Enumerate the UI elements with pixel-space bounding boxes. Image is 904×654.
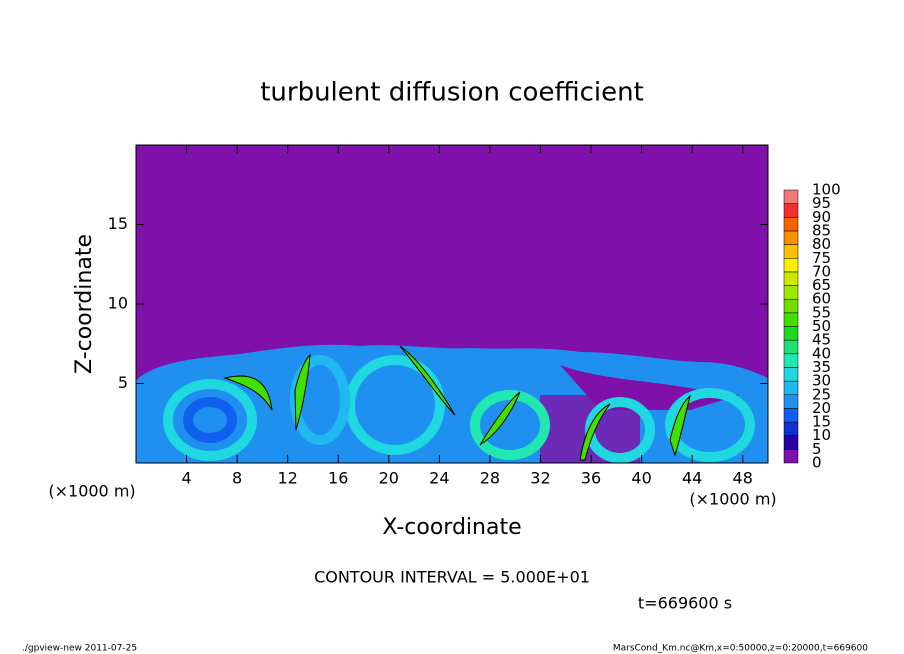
x-tick-label: 12 <box>278 469 298 488</box>
colorbar-bin <box>783 298 799 314</box>
colorbar-label: 50 <box>812 317 831 335</box>
y-tick-label: 10 <box>108 294 128 313</box>
colorbar-bin <box>783 217 799 232</box>
colorbar-bin <box>783 258 799 273</box>
colorbar-label: 75 <box>812 249 831 267</box>
colorbar-bin <box>783 435 799 450</box>
x-axis-label: X-coordinate <box>382 515 521 540</box>
colorbar-label: 10 <box>812 426 831 444</box>
colorbar-label: 45 <box>812 331 831 349</box>
colorbar-bin <box>783 353 799 368</box>
colorbar-bin <box>783 339 799 355</box>
colorbar-bin <box>783 449 799 464</box>
colorbar-bin <box>783 380 799 396</box>
colorbar-label: 100 <box>812 181 841 199</box>
colorbar-label: 85 <box>812 221 831 239</box>
y-tick-label: 15 <box>108 214 128 233</box>
field-shading <box>136 344 768 463</box>
colorbar-bin <box>783 203 799 218</box>
x-tick-label: 8 <box>232 469 242 488</box>
colorbar-label: 35 <box>812 358 831 376</box>
x-tick-label: 40 <box>631 469 651 488</box>
x-unit: (×1000 m) <box>689 490 776 509</box>
colorbar-label: 60 <box>812 290 831 308</box>
colorbar-label: 70 <box>812 262 831 280</box>
x-tick-label: 44 <box>682 469 702 488</box>
x-tick-label: 16 <box>328 469 348 488</box>
colorbar-bin <box>783 244 799 259</box>
x-tick-label: 48 <box>733 469 753 488</box>
colorbar-label: 30 <box>812 372 831 390</box>
colorbar-label: 80 <box>812 235 831 253</box>
footer-left: ./gpview-new 2011-07-25 <box>22 644 137 654</box>
colorbar-label: 0 <box>812 454 822 472</box>
colorbar-bin <box>783 189 799 204</box>
colorbar-label: 20 <box>812 399 831 417</box>
contour-note: CONTOUR INTERVAL = 5.000E+01 <box>314 568 590 587</box>
x-tick-label: 4 <box>181 469 191 488</box>
colorbar-label: 5 <box>812 440 822 458</box>
x-tick-label: 20 <box>379 469 399 488</box>
colorbar-bin <box>783 271 799 286</box>
x-tick-label: 28 <box>480 469 500 488</box>
x-tick-label: 32 <box>530 469 550 488</box>
colorbar-label: 90 <box>812 208 831 226</box>
y-unit: (×1000 m) <box>48 482 135 501</box>
time-label: t=669600 s <box>638 594 732 613</box>
colorbar-label: 65 <box>812 276 831 294</box>
colorbar-bin <box>783 367 799 382</box>
colorbar-label: 40 <box>812 344 831 362</box>
x-tick-label: 36 <box>581 469 601 488</box>
colorbar-bin <box>783 230 799 245</box>
footer-right: MarsCond_Km.nc@Km,x=0:50000,z=0:20000,t=… <box>613 644 868 654</box>
x-tick-label: 24 <box>429 469 449 488</box>
colorbar-bin <box>783 285 799 300</box>
colorbar-bin <box>783 326 799 341</box>
colorbar-bin <box>783 421 799 436</box>
y-tick-label: 5 <box>118 373 128 392</box>
colorbar-bin <box>783 408 799 423</box>
colorbar-label: 95 <box>812 194 831 212</box>
colorbar-label: 25 <box>812 385 831 403</box>
colorbar-bin <box>783 312 799 327</box>
colorbar-label: 15 <box>812 413 831 431</box>
chart-title: turbulent diffusion coefficient <box>260 78 644 108</box>
y-axis-label: Z-coordinate <box>72 234 97 374</box>
colorbar-bin <box>783 394 799 409</box>
colorbar-label: 55 <box>812 303 831 321</box>
